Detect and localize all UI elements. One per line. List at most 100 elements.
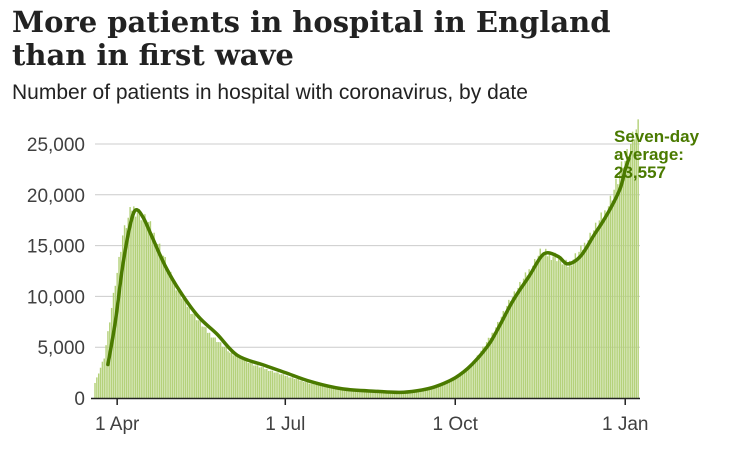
daily-bar	[615, 178, 617, 398]
daily-bar	[478, 354, 480, 398]
daily-bar	[284, 375, 287, 398]
chart-subtitle: Number of patients in hospital with coro…	[12, 81, 528, 104]
daily-bar	[474, 359, 477, 398]
daily-bar	[609, 195, 612, 398]
daily-bar	[630, 144, 632, 398]
daily-bar	[541, 256, 543, 398]
daily-bar	[491, 332, 493, 398]
daily-bar	[273, 372, 275, 398]
daily-bar	[617, 184, 619, 398]
y-tick-label: 0	[74, 389, 85, 410]
x-tick-label: 1 Jan	[602, 414, 648, 435]
daily-bar	[243, 360, 246, 398]
daily-bar	[129, 207, 131, 398]
daily-bar	[249, 362, 251, 398]
daily-bar	[315, 384, 318, 398]
daily-bar	[312, 383, 314, 398]
daily-bar	[535, 262, 538, 398]
x-tick-label: 1 Jul	[265, 414, 305, 435]
daily-bar	[151, 233, 153, 398]
daily-bar	[253, 365, 255, 398]
daily-bar	[471, 364, 473, 398]
daily-bar	[384, 391, 386, 398]
daily-bar	[521, 284, 523, 398]
daily-bar	[386, 392, 388, 398]
daily-bar	[190, 313, 192, 398]
daily-bar	[371, 391, 373, 398]
daily-bar	[214, 337, 216, 398]
daily-bar	[118, 256, 120, 398]
daily-bar	[437, 385, 440, 398]
daily-bar	[240, 357, 242, 398]
daily-bar	[134, 216, 137, 398]
daily-bar	[543, 252, 545, 398]
daily-bar	[445, 382, 447, 398]
daily-bar	[188, 307, 190, 398]
daily-bar	[508, 299, 510, 398]
daily-bar	[279, 374, 281, 398]
daily-bar	[415, 390, 418, 398]
daily-bar	[136, 212, 139, 398]
daily-bar	[131, 210, 133, 398]
daily-bar	[423, 389, 425, 398]
daily-bar	[232, 355, 235, 398]
daily-bar	[517, 287, 519, 398]
daily-bar	[266, 368, 268, 398]
daily-bar	[147, 222, 150, 398]
daily-bar	[291, 377, 294, 398]
y-axis-labels: 0 5,000 10,000 15,000 20,000 25,000	[27, 135, 85, 410]
daily-bar	[574, 253, 577, 398]
daily-bar	[225, 347, 227, 398]
daily-bar	[611, 200, 614, 398]
daily-bar	[567, 266, 569, 398]
daily-bar	[201, 326, 203, 398]
daily-bar	[362, 390, 364, 398]
daily-bar	[297, 379, 299, 398]
daily-bar	[175, 290, 178, 398]
daily-bar	[432, 386, 434, 398]
daily-bar	[613, 189, 615, 398]
daily-bar	[184, 299, 187, 398]
daily-bar	[513, 291, 516, 398]
daily-bar	[489, 337, 492, 398]
daily-bar	[456, 376, 458, 398]
daily-bar	[454, 378, 456, 398]
daily-bar	[356, 390, 359, 398]
daily-bar	[195, 320, 198, 398]
daily-bar	[358, 390, 360, 398]
daily-bar	[495, 327, 497, 398]
daily-bar	[230, 352, 233, 398]
daily-bar	[476, 355, 479, 398]
daily-bar	[144, 214, 146, 398]
daily-bar	[321, 385, 323, 398]
daily-bar	[533, 259, 536, 398]
daily-bar	[506, 305, 508, 398]
daily-bar	[177, 290, 179, 398]
daily-bar	[458, 376, 460, 398]
daily-bar	[310, 383, 312, 398]
daily-bar	[223, 346, 226, 398]
seven-day-average-line	[106, 156, 631, 395]
daily-bar	[624, 160, 626, 398]
daily-bar	[369, 391, 371, 398]
daily-bar	[596, 228, 599, 398]
daily-bar	[334, 387, 336, 398]
daily-bar	[125, 228, 128, 398]
daily-bar	[593, 230, 595, 398]
daily-bar	[319, 385, 322, 398]
daily-bar	[580, 245, 582, 398]
daily-bar	[290, 377, 292, 398]
daily-bar	[389, 391, 392, 398]
daily-bar	[578, 251, 580, 398]
daily-bar	[208, 332, 211, 398]
daily-bar	[635, 129, 638, 398]
y-tick-label: 15,000	[27, 237, 85, 258]
daily-bar	[349, 389, 351, 398]
daily-bar	[628, 156, 630, 398]
daily-bar	[480, 350, 482, 398]
daily-bar	[443, 383, 445, 398]
daily-bar	[247, 362, 250, 398]
daily-bar	[339, 388, 342, 398]
daily-bar	[552, 256, 554, 398]
